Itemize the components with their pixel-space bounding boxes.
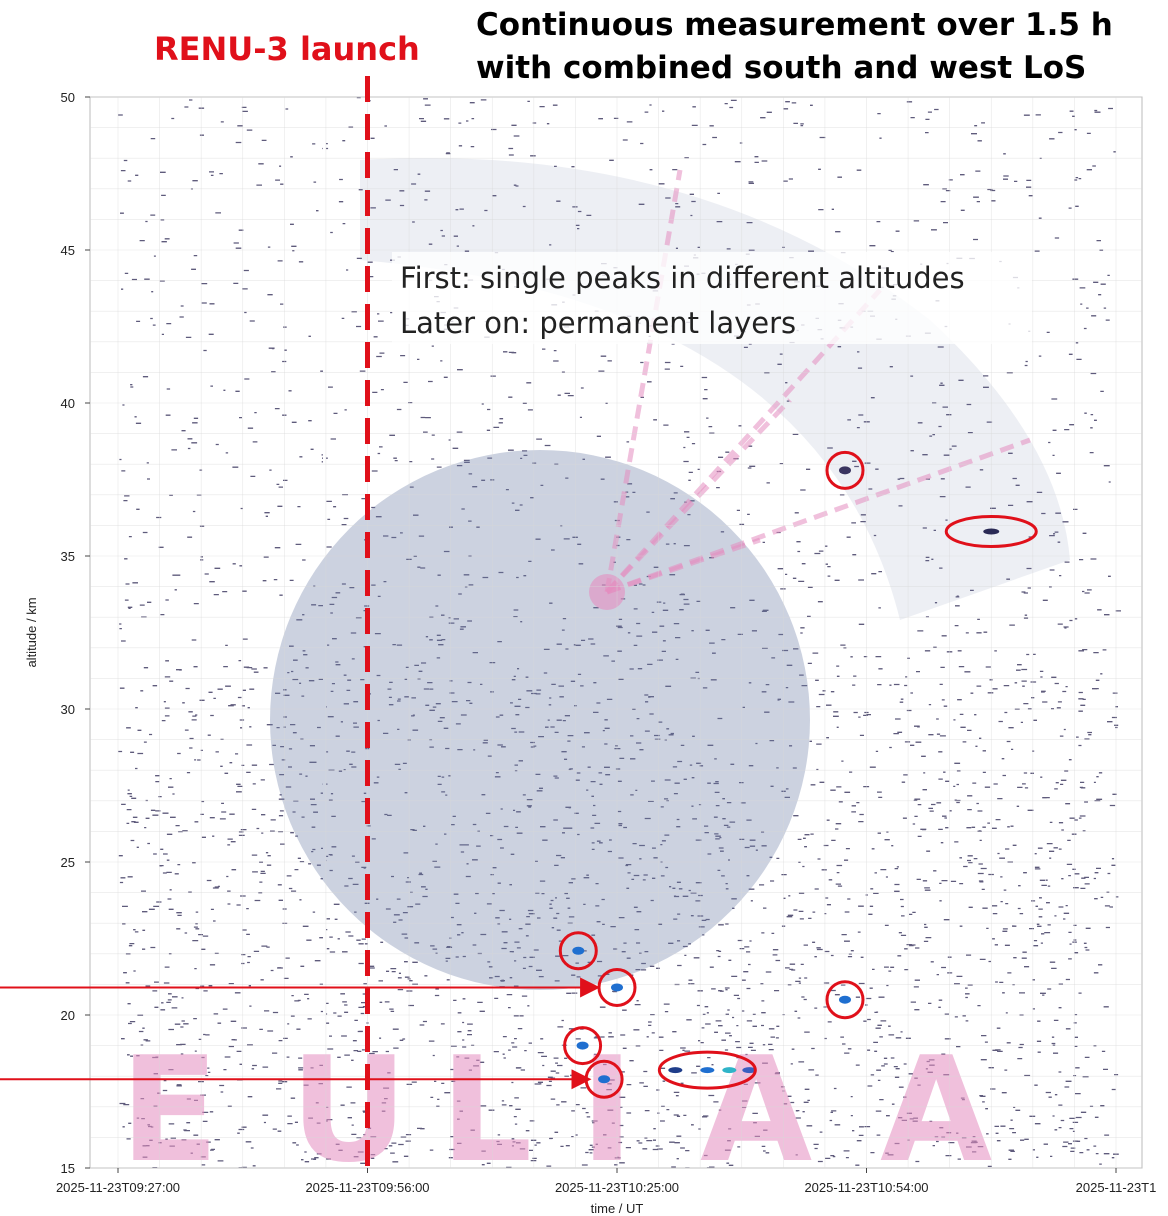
peak-blob [576,1041,589,1050]
y-tick-label: 20 [61,1008,75,1023]
x-tick-label: 2025-11-23T1 [1076,1180,1157,1195]
y-tick-label: 15 [61,1161,75,1176]
watermark-letter: U [290,1026,408,1195]
annotation-line-1: First: single peaks in different altitud… [400,261,965,295]
peaks [558,450,1038,1099]
peak-blob [722,1067,737,1074]
y-tick-label: 50 [61,90,75,105]
watermark-letter: E [120,1026,219,1195]
watermark-letter: A [880,1026,992,1195]
peak-blob [598,1075,611,1084]
x-tick-label: 2025-11-23T09:56:00 [305,1180,429,1195]
annotation-line-2: Later on: permanent layers [400,306,797,340]
x-tick-label: 2025-11-23T09:27:00 [56,1180,180,1195]
globe-body [270,450,810,990]
annotation-box: First: single peaks in different altitud… [392,252,1032,344]
peak-highlight [944,515,1038,549]
x-axis-label: time / UT [591,1201,644,1216]
y-axis-label: altitude / km [24,597,39,667]
y-tick-label: 45 [61,243,75,258]
arrows [0,977,601,1090]
peak-blob [983,528,1000,535]
globe-ray [606,537,761,595]
peak-blob [742,1067,757,1074]
watermark-letter: A [700,1026,812,1195]
globe-ray [604,169,683,593]
y-tick-label: 40 [61,396,75,411]
launch-label: RENU-3 launch [154,30,420,68]
watermark-letter: L [440,1026,532,1195]
peak-blob [700,1067,715,1074]
grid [89,96,1143,1169]
peak-blob [838,995,851,1004]
y-tick-label: 25 [61,855,75,870]
watermark-letter: I [580,1026,634,1195]
noise-dots [118,96,1121,1169]
y-tick-label: 30 [61,702,75,717]
peak-blob [572,946,585,955]
chart-title: Continuous measurement over 1.5 h with c… [476,7,1113,86]
y-tick-label: 35 [61,549,75,564]
noise-field [118,96,1121,1169]
peak-highlight [825,980,865,1020]
peak-blob [838,466,851,475]
peak-blob [668,1067,683,1074]
axes: 15 20 25 30 35 40 45 50 2025-11-23T09:27:00 2025-… [24,90,1156,1216]
peak-highlight [657,1050,757,1090]
peak-highlight [825,450,865,490]
peak-blob [611,983,623,992]
x-tick-label: 2025-11-23T10:54:00 [804,1180,928,1195]
x-tick-label: 2025-11-23T10:25:00 [555,1180,679,1195]
peak-highlight [558,931,598,971]
peak-highlight [563,1026,603,1066]
